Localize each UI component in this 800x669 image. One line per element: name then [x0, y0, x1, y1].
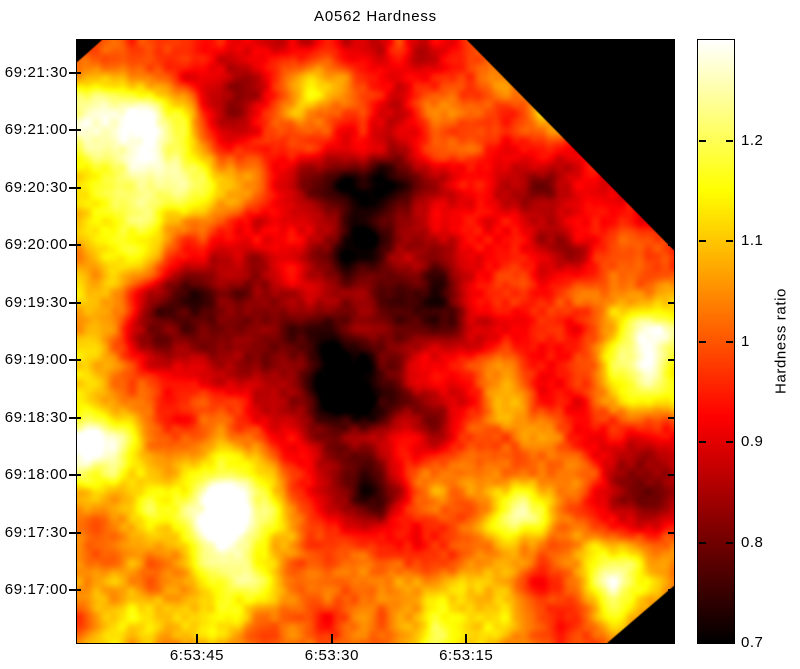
- y-tick-mark: [69, 416, 81, 419]
- colorbar-tick-label: 1.1: [741, 232, 764, 249]
- colorbar-tick-mark-left: [699, 139, 706, 142]
- y-tick-mark: [69, 359, 81, 362]
- colorbar-tick-mark-right: [726, 541, 733, 544]
- colorbar-tick-label: 0.9: [741, 433, 764, 450]
- y-tick-mark-right: [668, 129, 674, 132]
- y-tick-mark: [69, 301, 81, 304]
- y-tick-label: 69:21:30: [4, 63, 68, 81]
- colorbar-tick-mark-right: [726, 240, 733, 242]
- y-tick-mark-right: [668, 186, 674, 189]
- x-tick-mark: [330, 634, 333, 643]
- colorbar-tick-mark-left: [699, 340, 706, 343]
- y-tick-label: 69:19:30: [4, 293, 68, 311]
- x-tick-label: 6:53:45: [169, 647, 225, 664]
- x-tick-mark: [195, 634, 198, 643]
- colorbar-tick-mark-left: [699, 441, 706, 443]
- y-tick-mark: [69, 531, 81, 534]
- y-tick-label: 69:17:00: [4, 580, 68, 598]
- plot-frame: [76, 39, 675, 644]
- y-tick-mark-right: [668, 416, 674, 419]
- x-tick-mark: [465, 634, 468, 643]
- y-tick-mark-right: [668, 474, 674, 477]
- y-tick-mark: [69, 186, 81, 189]
- y-tick-mark-right: [668, 244, 674, 247]
- plot-title: A0562 Hardness: [314, 8, 437, 25]
- colorbar-tick-label: 0.7: [741, 634, 764, 651]
- y-tick-mark: [69, 244, 81, 247]
- x-tick-label: 6:53:15: [439, 647, 494, 664]
- y-tick-label: 69:18:30: [4, 408, 68, 426]
- y-tick-mark-right: [668, 588, 674, 591]
- y-tick-mark-right: [668, 301, 674, 304]
- colorbar-tick-mark-left: [699, 240, 706, 242]
- colorbar-tick-label: 1: [741, 332, 750, 350]
- colorbar-tick-mark-left: [699, 541, 706, 544]
- y-tick-mark: [69, 588, 81, 591]
- y-tick-mark: [69, 474, 81, 477]
- y-tick-mark-right: [668, 71, 674, 74]
- x-tick-label: 6:53:30: [304, 647, 360, 664]
- y-tick-label: 69:21:00: [4, 121, 68, 139]
- colorbar-tick-mark-left: [699, 640, 706, 642]
- colorbar-tick-mark-right: [726, 640, 733, 642]
- colorbar-tick-mark-right: [726, 340, 733, 343]
- colorbar-tick-mark-right: [726, 139, 733, 142]
- y-tick-mark: [69, 71, 81, 74]
- hardness-map-canvas: [77, 40, 674, 643]
- y-tick-label: 69:20:30: [4, 178, 68, 196]
- y-tick-label: 69:18:00: [4, 466, 68, 484]
- y-tick-label: 69:19:00: [4, 351, 68, 369]
- y-tick-label: 69:20:00: [4, 236, 68, 254]
- y-tick-mark-right: [668, 531, 674, 534]
- y-tick-label: 69:17:30: [4, 523, 68, 541]
- y-tick-mark-right: [668, 359, 674, 362]
- colorbar-tick-label: 0.8: [741, 533, 764, 551]
- colorbar-tick-mark-right: [726, 441, 733, 443]
- colorbar-tick-label: 1.2: [741, 131, 764, 149]
- y-tick-mark: [69, 129, 81, 132]
